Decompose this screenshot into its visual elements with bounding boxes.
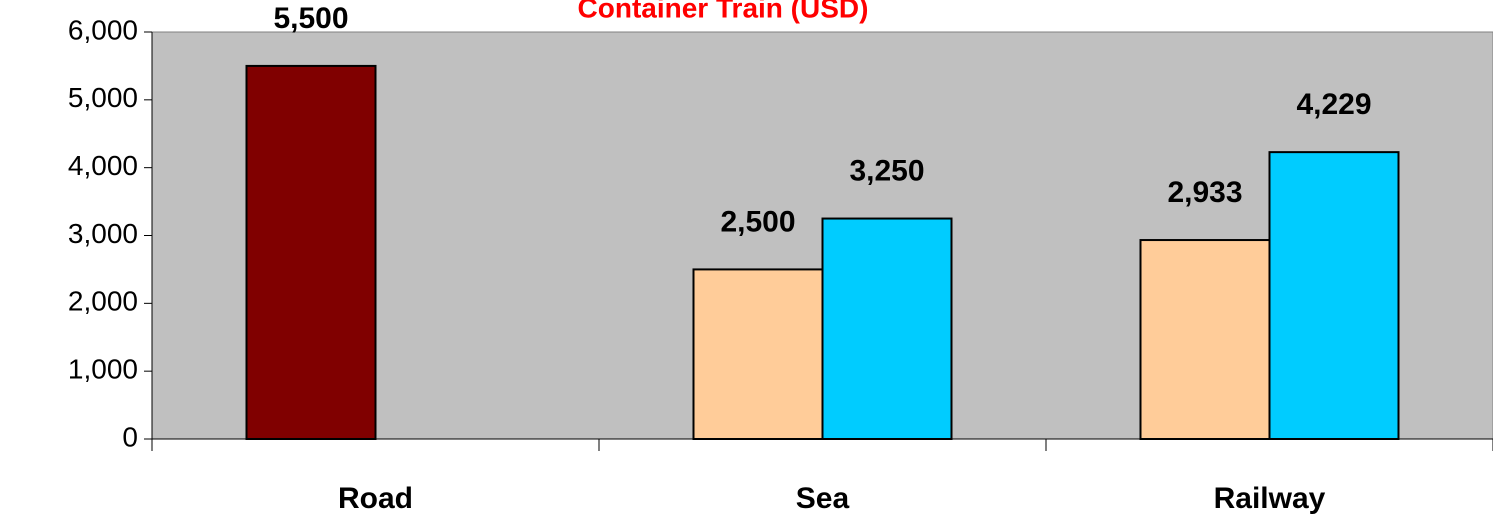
chart-title: Container Train (USD) — [578, 0, 869, 23]
value-label: 4,229 — [1296, 88, 1371, 121]
bar — [1139, 239, 1271, 440]
y-tick-label: 2,000 — [68, 286, 138, 317]
bar — [245, 64, 377, 441]
y-tick-label: 4,000 — [68, 150, 138, 181]
value-label: 3,250 — [849, 154, 924, 187]
value-label: 2,500 — [720, 205, 795, 238]
x-tick-label: Road — [338, 482, 413, 515]
bar — [692, 268, 824, 440]
y-tick-label: 5,000 — [68, 82, 138, 113]
value-label: 5,500 — [273, 2, 348, 35]
x-tick-label: Railway — [1214, 482, 1326, 515]
y-tick-label: 1,000 — [68, 354, 138, 385]
bar — [821, 217, 953, 440]
bar — [1268, 151, 1400, 440]
y-tick-label: 3,000 — [68, 218, 138, 249]
x-tick-label: Sea — [796, 482, 850, 515]
y-tick-label: 0 — [122, 421, 138, 452]
value-label: 2,933 — [1167, 176, 1242, 209]
y-tick-label: 6,000 — [68, 14, 138, 45]
